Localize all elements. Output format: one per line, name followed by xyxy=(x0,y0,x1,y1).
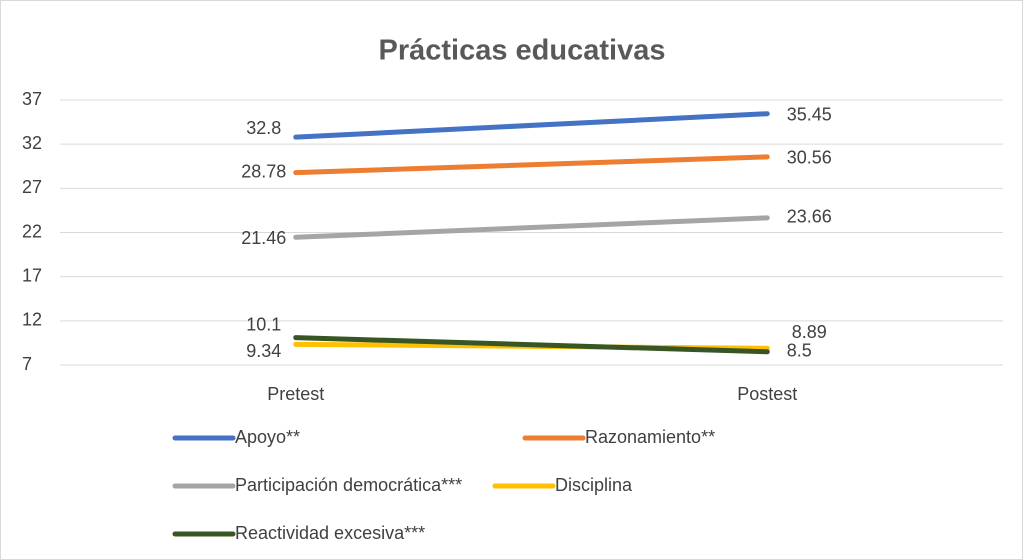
data-label: 32.8 xyxy=(246,118,281,138)
y-tick-label: 12 xyxy=(22,310,42,330)
legend-label: Participación democrática*** xyxy=(235,475,462,495)
data-label: 8.89 xyxy=(792,322,827,342)
y-tick-label: 7 xyxy=(22,354,32,374)
legend-label: Reactividad excesiva*** xyxy=(235,523,425,543)
x-tick-label: Postest xyxy=(737,384,797,404)
x-tick-label: Pretest xyxy=(267,384,324,404)
data-label: 8.5 xyxy=(787,341,812,361)
series-line xyxy=(293,215,770,240)
data-label: 21.46 xyxy=(241,228,286,248)
legend-label: Apoyo** xyxy=(235,427,300,447)
y-tick-label: 17 xyxy=(22,265,42,285)
y-tick-label: 32 xyxy=(22,133,42,153)
legend-label: Razonamiento** xyxy=(585,427,715,447)
y-tick-label: 37 xyxy=(22,89,42,109)
series-line xyxy=(293,154,770,176)
data-label: 28.78 xyxy=(241,161,286,181)
series-line xyxy=(293,111,770,140)
y-tick-label: 22 xyxy=(22,221,42,241)
chart-title: Prácticas educativas xyxy=(379,35,666,67)
data-label: 10.1 xyxy=(246,314,281,334)
y-tick-label: 27 xyxy=(22,177,42,197)
data-label: 30.56 xyxy=(787,148,832,168)
data-label: 23.66 xyxy=(787,207,832,227)
data-label: 35.45 xyxy=(787,104,832,124)
legend-label: Disciplina xyxy=(555,475,633,495)
series-line xyxy=(293,335,770,355)
data-label: 9.34 xyxy=(246,341,281,361)
